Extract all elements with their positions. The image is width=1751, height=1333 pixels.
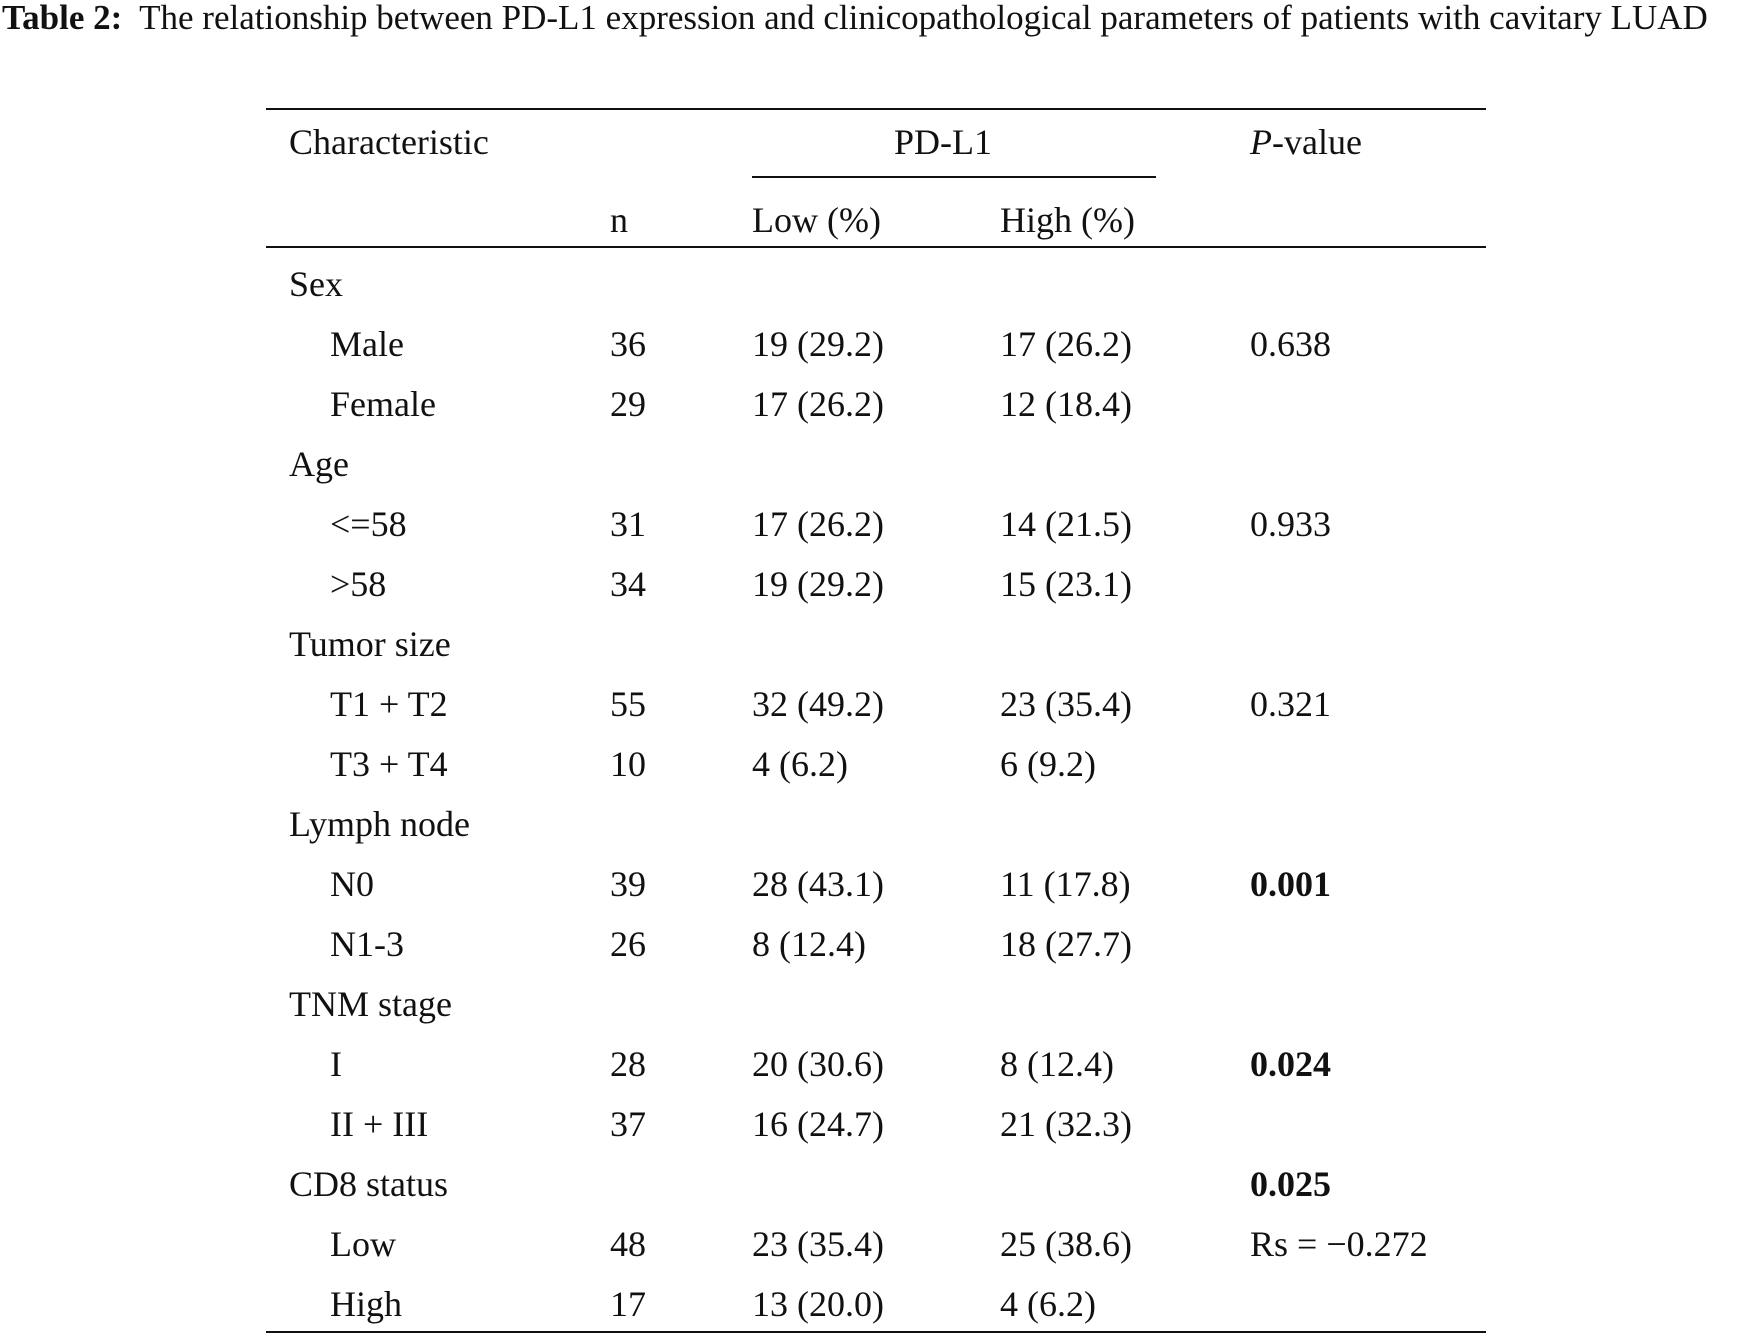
- cell-pvalue: 0.321: [1250, 684, 1331, 724]
- cell-low: 4 (6.2): [752, 744, 848, 784]
- row-group-label: CD8 status: [289, 1164, 449, 1204]
- cell-n: 55: [610, 684, 646, 724]
- cell-n: 26: [610, 924, 646, 964]
- cell-pvalue: 0.001: [1250, 864, 1331, 904]
- row-group-label: Lymph node: [289, 804, 470, 844]
- cell-high: 6 (9.2): [1000, 744, 1096, 784]
- header-low: Low (%): [752, 200, 881, 240]
- table-caption: Table 2: The relationship between PD-L1 …: [2, 0, 1747, 39]
- cell-n: 17: [610, 1284, 646, 1324]
- cell-pvalue: 0.638: [1250, 324, 1331, 364]
- row-item-label: N0: [330, 864, 374, 904]
- cell-pvalue: 0.933: [1250, 504, 1331, 544]
- cell-n: 48: [610, 1224, 646, 1264]
- row-item-label: <=58: [330, 504, 407, 544]
- header-high: High (%): [1000, 200, 1135, 240]
- cell-high: 15 (23.1): [1000, 564, 1132, 604]
- header-pvalue-rest: -value: [1272, 122, 1362, 162]
- header-n: n: [610, 200, 628, 240]
- cell-low: 13 (20.0): [752, 1284, 884, 1324]
- cell-low: 16 (24.7): [752, 1104, 884, 1144]
- header-pvalue-italic: P: [1250, 122, 1272, 162]
- cell-pvalue: Rs = −0.272: [1250, 1224, 1428, 1264]
- cell-high: 23 (35.4): [1000, 684, 1132, 724]
- cell-high: 17 (26.2): [1000, 324, 1132, 364]
- cell-low: 17 (26.2): [752, 384, 884, 424]
- cell-n: 28: [610, 1044, 646, 1084]
- row-group-label: Age: [289, 444, 349, 484]
- cell-low: 20 (30.6): [752, 1044, 884, 1084]
- cell-low: 8 (12.4): [752, 924, 866, 964]
- row-item-label: T3 + T4: [330, 744, 448, 784]
- cell-low: 32 (49.2): [752, 684, 884, 724]
- cell-high: 18 (27.7): [1000, 924, 1132, 964]
- row-item-label: Female: [330, 384, 436, 424]
- cell-low: 19 (29.2): [752, 324, 884, 364]
- cell-low: 23 (35.4): [752, 1224, 884, 1264]
- cell-n: 37: [610, 1104, 646, 1144]
- cell-n: 39: [610, 864, 646, 904]
- row-group-label: Tumor size: [289, 624, 451, 664]
- cell-high: 11 (17.8): [1000, 864, 1131, 904]
- pdl1-spanner-rule: [752, 176, 1156, 178]
- table-bottom-rule: [266, 1331, 1486, 1333]
- header-pdl1: PD-L1: [894, 122, 992, 162]
- caption-text: The relationship between PD-L1 expressio…: [139, 0, 1708, 37]
- cell-pvalue: 0.025: [1250, 1164, 1331, 1204]
- cell-pvalue: 0.024: [1250, 1044, 1331, 1084]
- cell-n: 10: [610, 744, 646, 784]
- table-header-rule: [266, 246, 1486, 248]
- row-item-label: II + III: [330, 1104, 429, 1144]
- table-top-rule: [266, 108, 1486, 110]
- header-pvalue: P-value: [1250, 120, 1362, 164]
- cell-high: 4 (6.2): [1000, 1284, 1096, 1324]
- caption-label: Table 2:: [2, 0, 123, 37]
- row-item-label: Male: [330, 324, 404, 364]
- cell-n: 34: [610, 564, 646, 604]
- row-item-label: N1-3: [330, 924, 404, 964]
- cell-high: 8 (12.4): [1000, 1044, 1114, 1084]
- cell-low: 19 (29.2): [752, 564, 884, 604]
- row-group-label: TNM stage: [289, 984, 452, 1024]
- row-item-label: High: [330, 1284, 402, 1324]
- cell-n: 36: [610, 324, 646, 364]
- cell-n: 31: [610, 504, 646, 544]
- cell-high: 14 (21.5): [1000, 504, 1132, 544]
- row-group-label: Sex: [289, 264, 343, 304]
- cell-high: 21 (32.3): [1000, 1104, 1132, 1144]
- header-characteristic: Characteristic: [289, 122, 489, 162]
- row-item-label: >58: [330, 564, 387, 604]
- cell-high: 12 (18.4): [1000, 384, 1132, 424]
- cell-low: 17 (26.2): [752, 504, 884, 544]
- row-item-label: Low: [330, 1224, 396, 1264]
- cell-high: 25 (38.6): [1000, 1224, 1132, 1264]
- row-item-label: I: [330, 1044, 342, 1084]
- row-item-label: T1 + T2: [330, 684, 448, 724]
- cell-low: 28 (43.1): [752, 864, 884, 904]
- cell-n: 29: [610, 384, 646, 424]
